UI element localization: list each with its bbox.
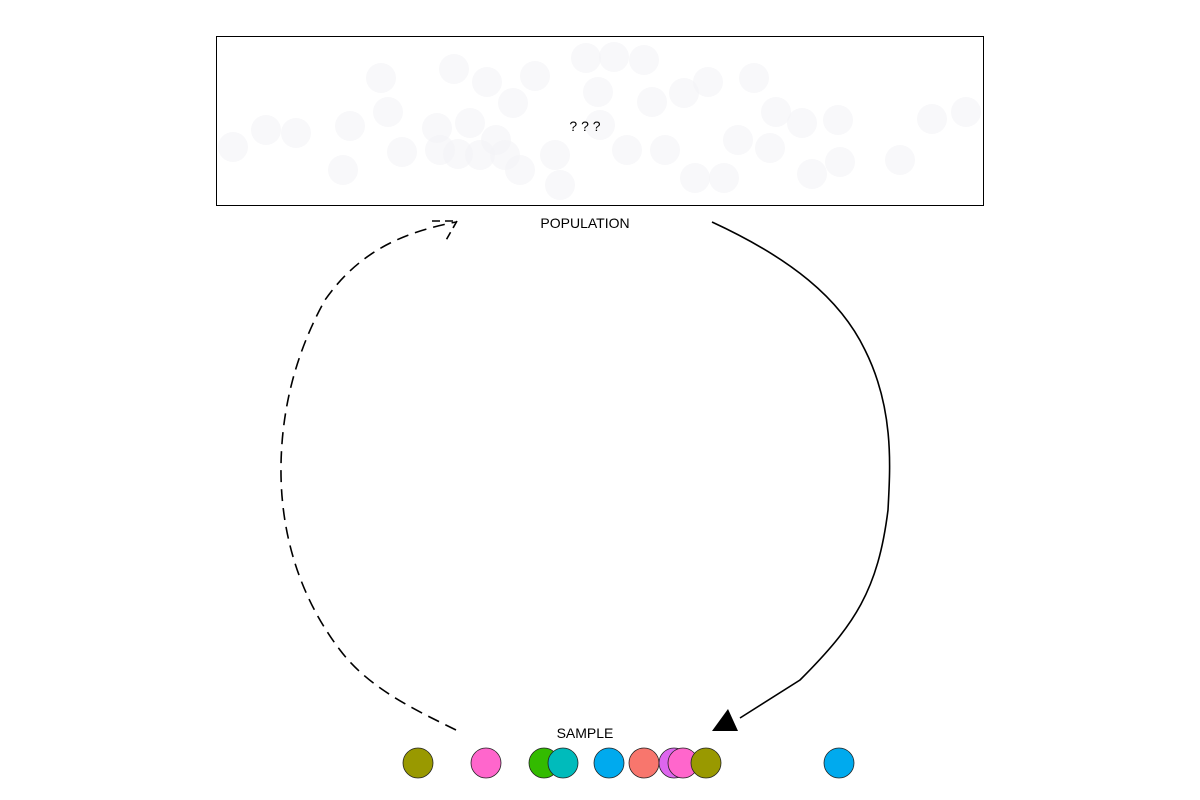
population-point <box>439 54 469 84</box>
population-point <box>520 61 550 91</box>
population-point <box>709 163 739 193</box>
population-point <box>797 159 827 189</box>
inference-arrow <box>280 221 457 731</box>
sample-point <box>547 747 579 779</box>
population-point <box>583 77 613 107</box>
population-point <box>755 133 785 163</box>
inference-arrowhead <box>432 220 458 243</box>
population-point <box>629 45 659 75</box>
sampling-arrowhead <box>712 709 738 731</box>
sample-point <box>593 747 625 779</box>
sample-point <box>470 747 502 779</box>
population-unknown-text: ? ? ? <box>569 118 600 134</box>
population-box <box>216 36 984 206</box>
population-point <box>650 135 680 165</box>
population-point <box>335 111 365 141</box>
sample-point <box>690 747 722 779</box>
sample-point <box>823 747 855 779</box>
population-point <box>787 108 817 138</box>
population-point <box>693 67 723 97</box>
sample-point <box>402 747 434 779</box>
population-point <box>540 140 570 170</box>
population-cloud <box>218 42 981 200</box>
population-point <box>455 108 485 138</box>
population-point <box>723 125 753 155</box>
population-point <box>825 147 855 177</box>
sampling-arrow <box>711 221 891 719</box>
population-point <box>422 113 452 143</box>
population-point <box>218 132 248 162</box>
population-point <box>387 137 417 167</box>
sample-point <box>628 747 660 779</box>
sample-label: SAMPLE <box>557 725 614 741</box>
population-point <box>599 42 629 72</box>
population-point <box>761 97 791 127</box>
population-label: POPULATION <box>540 215 629 231</box>
population-point <box>281 118 311 148</box>
population-point <box>823 105 853 135</box>
population-point <box>669 78 699 108</box>
population-point <box>571 43 601 73</box>
population-point <box>490 140 520 170</box>
population-point <box>545 170 575 200</box>
population-point <box>951 97 981 127</box>
population-point <box>885 145 915 175</box>
population-point <box>366 63 396 93</box>
population-point <box>917 104 947 134</box>
population-point <box>498 88 528 118</box>
population-point <box>465 140 495 170</box>
population-point <box>328 155 358 185</box>
population-point <box>739 63 769 93</box>
population-point <box>680 163 710 193</box>
population-point <box>425 135 455 165</box>
sample-points <box>402 747 855 779</box>
population-point <box>373 97 403 127</box>
population-point <box>637 87 667 117</box>
population-point <box>472 67 502 97</box>
population-point <box>251 115 281 145</box>
population-point <box>585 110 615 140</box>
population-point <box>612 135 642 165</box>
